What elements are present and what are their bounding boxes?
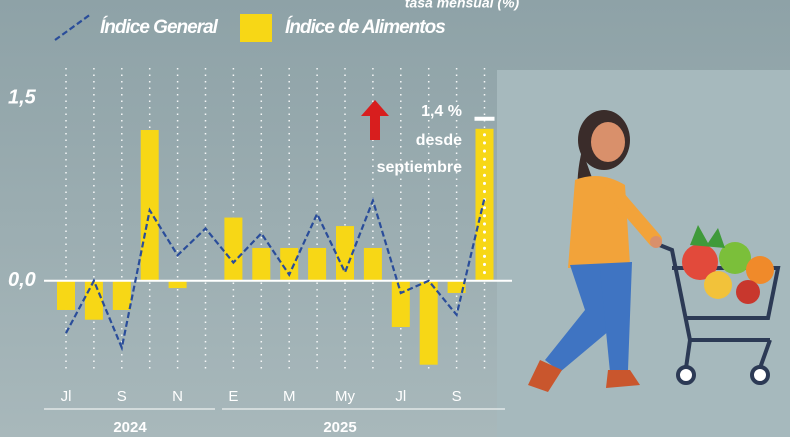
y-tick-label: 0,0: [8, 269, 36, 291]
chart: 0,0 1,5 Jl S N E M My Jl S 2024 2025 Índice General Í…: [0, 0, 790, 437]
bar: [141, 130, 159, 281]
bar: [169, 281, 187, 288]
x-tick-label: Jl: [395, 388, 406, 405]
x-tick-label: S: [452, 388, 462, 405]
bar: [392, 281, 410, 327]
y-tick-label: 1,5: [8, 87, 37, 109]
bar: [57, 281, 75, 310]
annotation-text: septiembre: [377, 159, 462, 176]
x-tick-label: M: [283, 388, 296, 405]
bar: [420, 281, 438, 365]
bar: [364, 248, 382, 281]
bar: [308, 248, 326, 281]
legend-label: Índice General: [100, 16, 219, 38]
bar: [224, 218, 242, 281]
annotation-text: desde: [416, 132, 462, 149]
legend-label: Índice de Alimentos: [285, 16, 445, 38]
bar: [85, 281, 103, 320]
x-group-label: 2025: [323, 419, 356, 436]
x-tick-label: Jl: [61, 388, 72, 405]
subtitle: tasa mensual (%): [405, 0, 520, 11]
bar: [113, 281, 131, 310]
annotation-text: 1,4 %: [421, 103, 462, 120]
legend-swatch: [240, 14, 272, 42]
bar: [252, 248, 270, 281]
x-tick-label: My: [335, 388, 355, 405]
x-tick-label: E: [228, 388, 238, 405]
illustration: [497, 70, 790, 437]
x-tick-label: N: [172, 388, 183, 405]
x-tick-label: S: [117, 388, 127, 405]
x-group-label: 2024: [113, 419, 147, 436]
